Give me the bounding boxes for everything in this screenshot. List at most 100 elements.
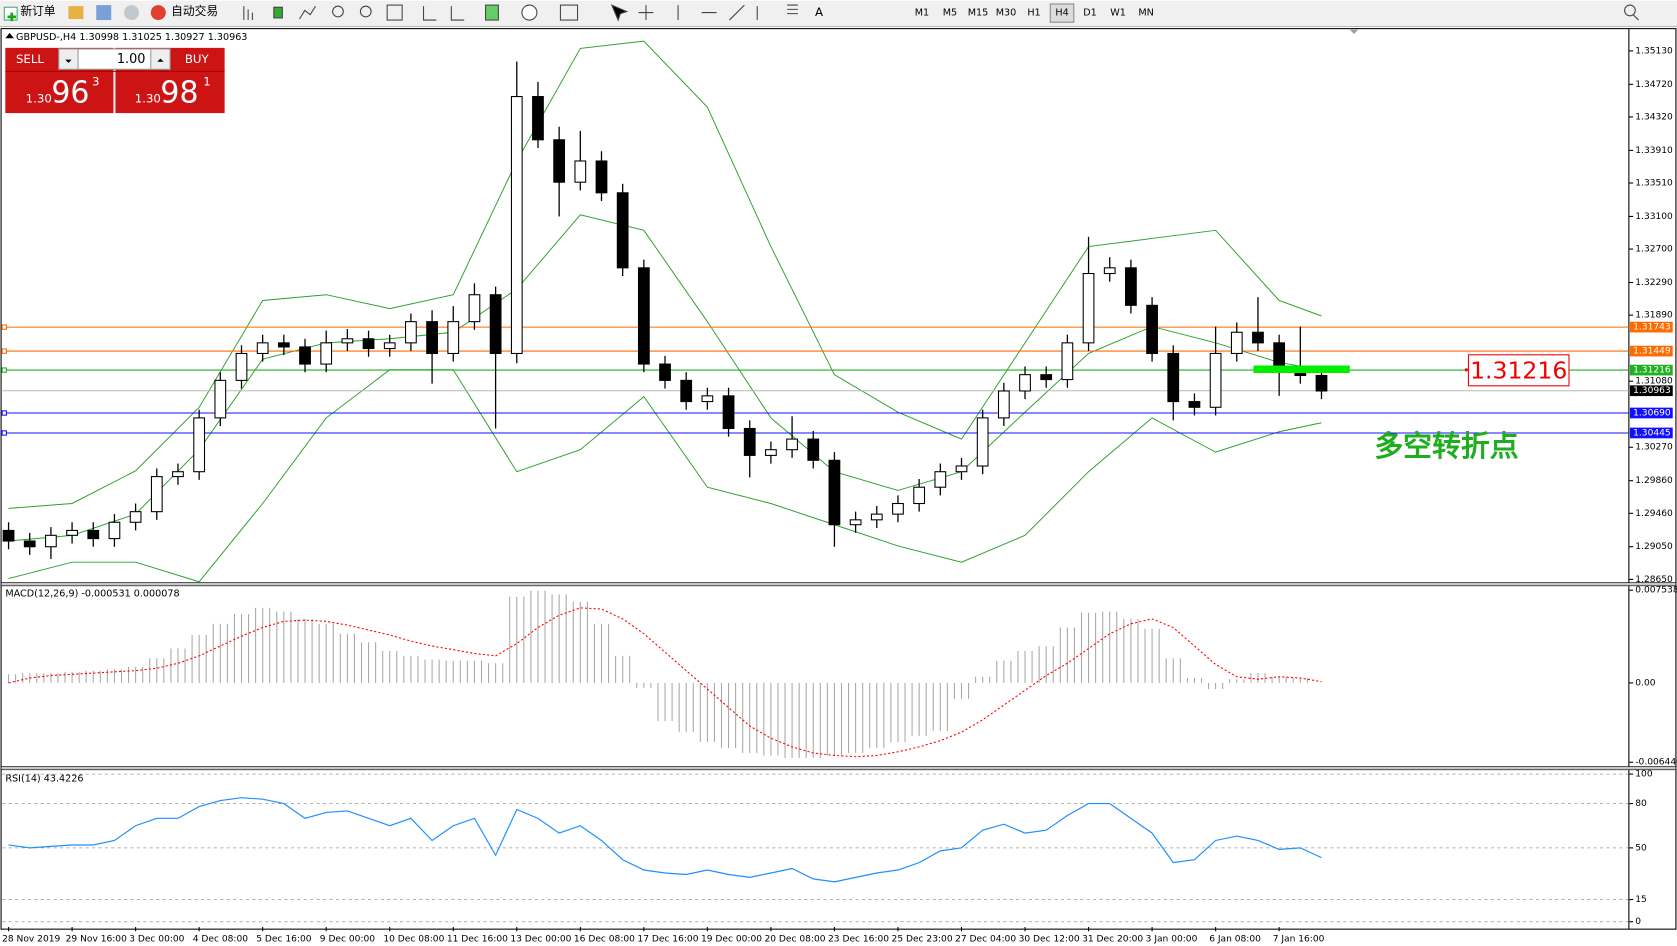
icon[interactable]: [521, 4, 538, 21]
candle-body: [913, 486, 926, 505]
lots-decrease[interactable]: [58, 48, 79, 70]
level-handle: [1, 410, 7, 416]
marker-text: 多空转折点: [1374, 429, 1518, 463]
candle-body: [2, 529, 15, 542]
candle-body: [87, 529, 100, 540]
timeframe-button[interactable]: MN: [1138, 8, 1153, 19]
icon[interactable]: [1632, 14, 1639, 21]
x-tick-label: 6 Jan 08:00: [1209, 934, 1261, 944]
icon[interactable]: [386, 4, 403, 21]
level-label-box: [1629, 321, 1673, 333]
candle-body: [1315, 374, 1328, 392]
icon[interactable]: [68, 6, 84, 19]
icon[interactable]: [243, 6, 253, 21]
candle-body: [997, 390, 1010, 419]
candle-body: [172, 471, 184, 478]
level-label-box: [1629, 345, 1673, 357]
y-tick-label: 0.00: [1635, 678, 1655, 688]
candle-body: [510, 96, 523, 354]
button-label: 自动交易: [171, 4, 218, 18]
x-tick-label: 25 Dec 23:00: [892, 934, 953, 944]
new-order-button[interactable]: 新订单: [3, 4, 56, 22]
x-tick-label: 30 Dec 12:00: [1019, 934, 1080, 944]
level-handle: [1, 348, 7, 354]
candle-body: [807, 438, 820, 461]
x-tick-label: 28 Nov 2019: [2, 934, 60, 944]
icon[interactable]: [299, 5, 316, 20]
x-tick-label: 3 Jan 00:00: [1146, 934, 1198, 944]
candle-body: [108, 521, 121, 540]
icon[interactable]: [332, 5, 344, 18]
icon[interactable]: [422, 6, 465, 21]
icon[interactable]: [273, 6, 283, 19]
icon[interactable]: [1624, 4, 1636, 17]
lots-value[interactable]: 1.00: [117, 52, 146, 67]
candle-body: [468, 294, 481, 323]
candle-body: [1230, 331, 1243, 354]
candle-body: [193, 417, 206, 473]
icon[interactable]: A: [815, 5, 823, 19]
timeframe-button[interactable]: W1: [1110, 8, 1126, 19]
chart-title: GBPUSD-,H4 1.30998 1.31025 1.30927 1.309…: [16, 32, 247, 43]
marker-dot: [1464, 368, 1468, 372]
sell-price-big: 1.30: [26, 92, 52, 106]
timeframe-button[interactable]: M1: [915, 8, 929, 19]
sell-label[interactable]: SELL: [16, 52, 44, 66]
candle-body: [214, 379, 227, 419]
y-tick-label: 1.34720: [1635, 80, 1673, 90]
x-tick-label: 20 Dec 08:00: [764, 934, 825, 944]
candle-body: [129, 511, 142, 523]
timeframe-button[interactable]: H4: [1055, 8, 1068, 19]
candle-body: [1082, 272, 1095, 344]
candle-body: [489, 294, 502, 354]
timeframe-button[interactable]: M30: [996, 8, 1017, 19]
candle-body: [23, 540, 36, 548]
panel-separator: [0, 582, 1677, 587]
timeframe-button[interactable]: M15: [968, 8, 989, 19]
level-handle: [1, 430, 7, 436]
candle-body: [447, 321, 460, 354]
x-tick-label: 9 Dec 00:00: [320, 934, 375, 944]
level-label: 1.30690: [1633, 408, 1671, 418]
sell-price-point: 3: [92, 75, 99, 89]
level-label-box: [1629, 427, 1673, 439]
icon[interactable]: [96, 5, 112, 21]
y-tick-label: 15: [1635, 895, 1647, 905]
candle-body: [1188, 401, 1201, 408]
icon[interactable]: [359, 5, 372, 18]
x-tick-label: 10 Dec 08:00: [383, 934, 444, 944]
icon[interactable]: [485, 4, 499, 21]
level-label: 1.30445: [1633, 428, 1671, 438]
candle-body: [892, 502, 904, 515]
level-handle: [1, 367, 7, 373]
candle-body: [320, 342, 333, 365]
icon[interactable]: [559, 4, 579, 21]
level-label: 1.31216: [1633, 366, 1671, 376]
icon[interactable]: [124, 5, 140, 21]
timeframe-button[interactable]: D1: [1083, 8, 1097, 19]
timeframe-button[interactable]: H1: [1027, 8, 1040, 19]
rsi-line: [8, 797, 1322, 883]
y-tick-label: 1.35130: [1635, 46, 1673, 56]
icon[interactable]: [638, 4, 798, 21]
x-tick-label: 31 Dec 20:00: [1082, 934, 1143, 944]
candle-body: [765, 449, 777, 456]
candle-body: [1146, 304, 1158, 354]
buy-price-pips: 98: [160, 75, 198, 110]
timeframe-button[interactable]: M5: [943, 8, 957, 19]
level-label: 1.31743: [1633, 323, 1671, 333]
collapse-arrow[interactable]: [5, 32, 14, 39]
bollinger-band: [8, 40, 1322, 509]
candle-body: [870, 513, 883, 521]
candle-body: [1061, 342, 1074, 381]
icon[interactable]: [610, 4, 629, 22]
candle-body: [1103, 267, 1116, 275]
level-label: 1.30963: [1633, 386, 1671, 396]
candle-body: [362, 338, 375, 350]
buy-label[interactable]: BUY: [185, 52, 210, 66]
candle-body: [299, 346, 311, 365]
candle-body: [659, 363, 671, 381]
auto-trading-button[interactable]: 自动交易: [150, 4, 218, 21]
candle-body: [1125, 267, 1137, 306]
